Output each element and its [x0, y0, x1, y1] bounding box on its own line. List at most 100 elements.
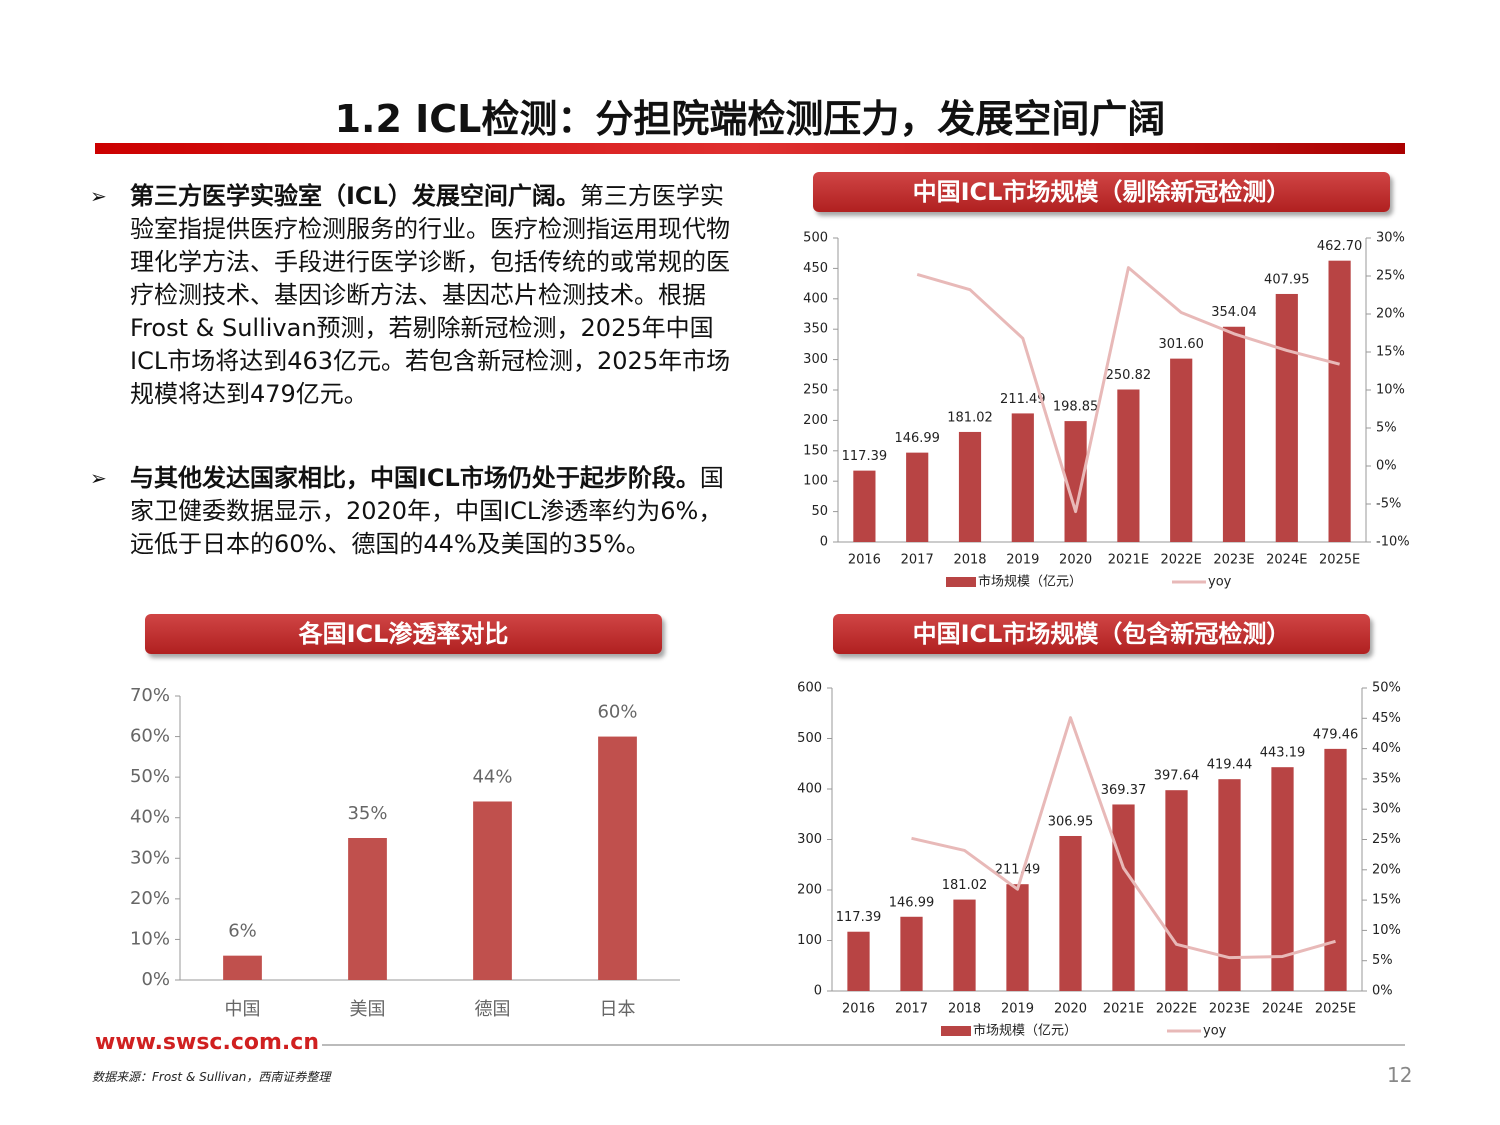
data-label: 407.95: [1264, 272, 1310, 287]
data-label: 369.37: [1101, 783, 1147, 798]
bar: [853, 470, 876, 542]
bar: [958, 431, 982, 542]
y2-tick-label: 20%: [1372, 862, 1401, 877]
x-tick-label: 2024E: [1266, 553, 1307, 568]
x-tick-label: 2020: [1059, 553, 1092, 568]
y2-tick-label: 50%: [1372, 681, 1401, 696]
y2-tick-label: 0%: [1372, 984, 1393, 999]
data-label: 479.46: [1313, 727, 1359, 742]
bar: [1170, 358, 1193, 542]
bar: [1222, 326, 1246, 542]
y-tick-label: 200: [803, 413, 828, 428]
line: [911, 716, 1336, 960]
data-label: 35%: [347, 803, 387, 824]
y-tick-label: 0: [820, 535, 828, 550]
x-tick-label: 2017: [901, 553, 934, 568]
data-label: 306.95: [1048, 814, 1094, 829]
bar: [223, 955, 262, 980]
y-tick-label: 70%: [130, 685, 170, 706]
x-tick-label: 德国: [475, 999, 511, 1020]
chart-title: 中国ICL市场规模（包含新冠检测）: [833, 614, 1370, 654]
bar: [473, 801, 512, 980]
y2-tick-label: 30%: [1372, 802, 1401, 817]
y-tick-label: 40%: [130, 807, 170, 828]
bullet-bold: 与其他发达国家相比，中国ICL市场仍处于起步阶段。: [130, 464, 700, 492]
y-tick-label: 600: [797, 681, 822, 696]
x-tick-label: 2016: [848, 553, 881, 568]
y-tick-label: 30%: [130, 847, 170, 868]
x-tick-label: 2021E: [1108, 553, 1149, 568]
y2-tick-label: 25%: [1376, 269, 1405, 284]
y2-tick-label: 20%: [1376, 307, 1405, 322]
data-label: 419.44: [1207, 758, 1253, 773]
legend-label: yoy: [1208, 575, 1232, 590]
data-label: 117.39: [836, 910, 882, 925]
header-bar: [95, 143, 1405, 154]
bar: [598, 736, 637, 980]
data-label: 146.99: [894, 431, 940, 446]
y-tick-label: 500: [803, 231, 828, 246]
data-label: 146.99: [889, 895, 935, 910]
bar: [847, 931, 870, 991]
x-tick-label: 2019: [1001, 1002, 1034, 1017]
y-tick-label: 100: [797, 933, 822, 948]
data-label: 301.60: [1158, 337, 1204, 352]
y-tick-label: 0%: [141, 969, 170, 990]
data-label: 44%: [472, 766, 512, 787]
legend-swatch: [941, 1026, 971, 1036]
y-tick-label: 200: [797, 883, 822, 898]
slide-title: 1.2 ICL检测：分担院端检测压力，发展空间广阔: [334, 97, 1166, 141]
bar: [1064, 421, 1087, 542]
y2-tick-label: 40%: [1372, 741, 1401, 756]
x-tick-label: 2016: [842, 1002, 875, 1017]
bar: [1275, 293, 1298, 542]
bar: [953, 899, 976, 991]
y-tick-label: 250: [803, 383, 828, 398]
y2-tick-label: 25%: [1372, 832, 1401, 847]
data-label: 6%: [228, 921, 257, 942]
bullet: 第三方医学实验室（ICL）发展空间广阔。第三方医学实验室指提供医疗检测服务的行业…: [90, 180, 735, 411]
bullet: 与其他发达国家相比，中国ICL市场仍处于起步阶段。国家卫健委数据显示，2020年…: [90, 462, 735, 561]
bar: [348, 838, 387, 980]
x-tick-label: 2024E: [1262, 1002, 1303, 1017]
source-note: 数据来源：Frost & Sullivan，西南证券整理: [92, 1070, 331, 1084]
y2-tick-label: 5%: [1376, 421, 1397, 436]
x-tick-label: 2018: [953, 553, 986, 568]
y-tick-label: 100: [803, 474, 828, 489]
y-tick-label: 500: [797, 731, 822, 746]
x-tick-label: 2020: [1054, 1002, 1087, 1017]
x-tick-label: 2025E: [1319, 553, 1360, 568]
bar: [1112, 804, 1135, 991]
bar: [1324, 748, 1347, 991]
y-tick-label: 50%: [130, 766, 170, 787]
y2-tick-label: -5%: [1376, 497, 1401, 512]
x-tick-label: 美国: [350, 999, 386, 1020]
y-tick-label: 10%: [130, 928, 170, 949]
data-label: 443.19: [1260, 746, 1306, 761]
x-tick-label: 2025E: [1315, 1002, 1356, 1017]
bar: [900, 916, 923, 991]
x-tick-label: 2019: [1006, 553, 1039, 568]
y-tick-label: 400: [803, 291, 828, 306]
bar: [1059, 835, 1082, 991]
bar: [1328, 260, 1351, 542]
chart-title: 各国ICL渗透率对比: [145, 614, 662, 654]
y2-tick-label: 10%: [1376, 383, 1405, 398]
y2-tick-label: 10%: [1372, 923, 1401, 938]
x-tick-label: 2022E: [1156, 1002, 1197, 1017]
website: www.swsc.com.cn: [95, 1030, 319, 1055]
legend-label: yoy: [1203, 1024, 1227, 1039]
y-tick-label: 150: [803, 443, 828, 458]
y2-tick-label: 35%: [1372, 771, 1401, 786]
data-label: 181.02: [947, 410, 993, 425]
data-label: 354.04: [1211, 305, 1257, 320]
bar: [1165, 790, 1188, 991]
x-tick-label: 日本: [600, 999, 636, 1020]
y2-tick-label: 45%: [1372, 711, 1401, 726]
data-label: 211.49: [1000, 392, 1046, 407]
x-tick-label: 2017: [895, 1002, 928, 1017]
chart-title: 中国ICL市场规模（剔除新冠检测）: [813, 172, 1390, 212]
bar: [906, 452, 929, 542]
